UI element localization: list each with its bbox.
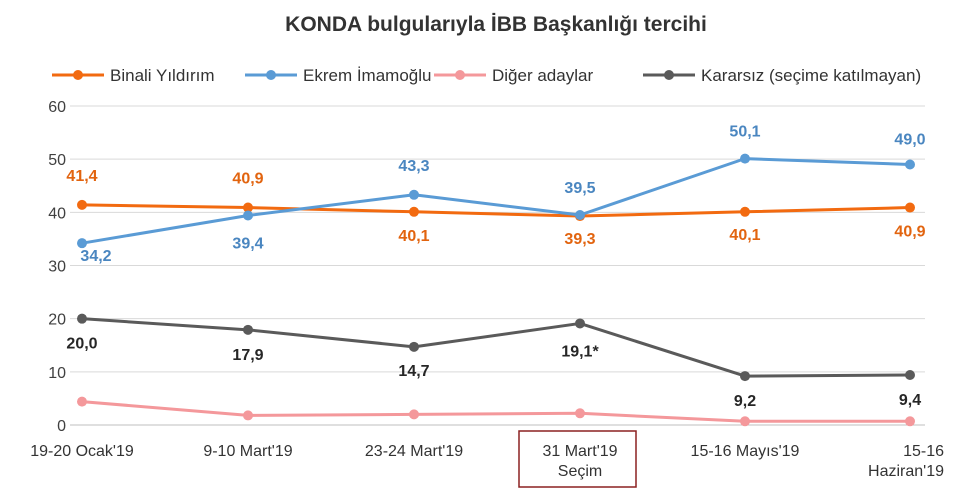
x-tick-label: 9-10 Mart'19 (203, 443, 292, 460)
data-point (77, 396, 87, 407)
series-line (81, 157, 911, 245)
data-label: 19,1* (561, 343, 599, 360)
legend-swatch-marker (73, 70, 83, 80)
legend-label: Diğer adaylar (492, 66, 593, 85)
x-tick-label: 23-24 Mart'19 (365, 443, 463, 460)
data-point (740, 206, 750, 217)
data-label: 40,1 (398, 228, 429, 245)
legend-item: Ekrem İmamoğlu (245, 66, 431, 85)
x-tick-label: 31 Mart'19 Seçim (542, 443, 617, 480)
y-tick-label: 0 (57, 418, 66, 435)
x-tick-label: 15-16 Mayıs'19 (691, 443, 800, 460)
legend-item: Kararsız (seçime katılmayan) (643, 66, 921, 85)
data-point (243, 324, 253, 335)
legend-swatch-marker (455, 70, 465, 80)
data-point (243, 210, 253, 221)
data-point (409, 341, 419, 352)
data-label: 39,3 (564, 231, 595, 248)
x-axis: 19-20 Ocak'19 9-10 Mart'19 23-24 Mart'19 31… (30, 430, 944, 488)
y-tick-label: 30 (48, 259, 66, 276)
chart-title: KONDA bulgularıyla İBB Başkanlığı tercih… (285, 13, 707, 36)
election-highlight-box (518, 430, 637, 488)
legend-swatch-marker (266, 70, 276, 80)
data-point (243, 202, 253, 213)
data-label: 17,9 (232, 347, 263, 364)
data-point (905, 202, 915, 213)
y-tick-label: 40 (48, 205, 66, 222)
y-axis: 0 10 20 30 40 50 60 (48, 99, 66, 435)
series-line (81, 203, 911, 218)
data-point (740, 153, 750, 164)
data-point (575, 209, 585, 220)
legend-label: Kararsız (seçime katılmayan) (701, 66, 921, 85)
data-labels: 41,4 40,9 40,1 39,3 40,1 40,9 34,2 39,4 43,3 39,5… (66, 124, 925, 410)
data-label: 43,3 (398, 158, 429, 175)
data-point (905, 370, 915, 381)
legend-item: Binali Yıldırım (52, 66, 215, 85)
data-label: 50,1 (729, 124, 760, 141)
series-line (81, 400, 910, 423)
data-label: 9,4 (899, 392, 921, 409)
series-line (81, 317, 911, 378)
data-point (740, 371, 750, 382)
data-point (905, 159, 915, 170)
x-tick-label: 15-16 Haziran'19 (868, 443, 944, 480)
legend: Binali Yıldırım Ekrem İmamoğlu Diğer adayl… (52, 66, 921, 85)
data-label: 9,2 (734, 393, 756, 410)
data-point (77, 238, 87, 249)
data-point (575, 408, 585, 419)
data-point (740, 416, 750, 427)
legend-swatch-marker (664, 70, 674, 80)
data-point (77, 313, 87, 324)
legend-label: Binali Yıldırım (110, 66, 215, 85)
data-point (409, 206, 419, 217)
data-point (77, 199, 87, 210)
data-point (575, 318, 585, 329)
y-tick-label: 20 (48, 312, 66, 329)
data-point (243, 410, 253, 421)
y-tick-label: 50 (48, 152, 66, 169)
legend-label: Ekrem İmamoğlu (303, 66, 431, 85)
data-point (409, 409, 419, 420)
data-label: 40,9 (894, 224, 925, 241)
data-label: 40,9 (232, 171, 263, 188)
data-label: 14,7 (398, 363, 429, 380)
x-tick-label: 19-20 Ocak'19 (30, 443, 134, 460)
series-group (77, 153, 915, 427)
data-label: 20,0 (66, 336, 97, 353)
data-point (409, 189, 419, 200)
y-tick-label: 60 (48, 99, 66, 116)
data-point (905, 416, 915, 427)
legend-item: Diğer adaylar (434, 66, 593, 85)
data-label: 34,2 (80, 248, 111, 265)
data-label: 39,4 (232, 236, 263, 253)
y-tick-label: 10 (48, 365, 66, 382)
data-label: 39,5 (564, 180, 595, 197)
data-label: 41,4 (66, 168, 97, 185)
data-label: 40,1 (729, 227, 760, 244)
data-label: 49,0 (894, 131, 925, 148)
